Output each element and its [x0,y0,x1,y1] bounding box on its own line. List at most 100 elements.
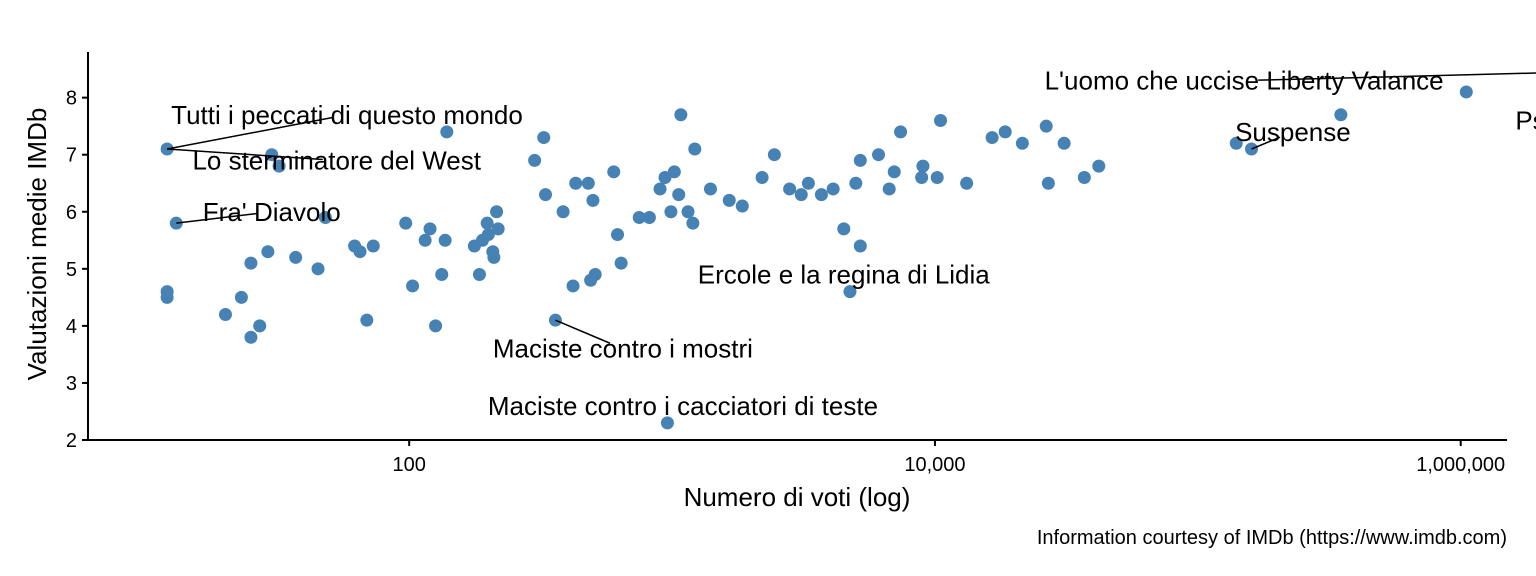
data-point [480,216,494,230]
data-point [438,233,452,247]
data-point [667,165,681,179]
data-point [569,176,583,190]
y-tick-label: 4 [66,316,77,338]
annotations: Tutti i peccati di questo mondo Lo stermi… [166,66,1536,421]
data-point [1229,136,1243,150]
data-point [722,193,736,207]
annotation-label: Maciste contro i cacciatori di teste [488,391,878,421]
data-point [882,182,896,196]
data-point [472,268,486,282]
data-point [1459,85,1473,99]
data-point [423,222,437,236]
data-point [660,416,674,430]
data-point [429,319,443,333]
data-point [837,222,851,236]
data-point [915,171,929,185]
x-axis-title: Numero di voti (log) [684,482,911,512]
data-point [872,148,886,162]
x-tick-label: 1,000,000 [1416,454,1505,476]
data-point [566,279,580,293]
data-point [360,313,374,327]
annotation-label: Lo sterminatore del West [192,145,481,175]
annotation-label: Tutti i peccati di questo mondo [171,100,523,130]
data-point [985,131,999,145]
x-tick-label: 10,000 [904,454,965,476]
data-point [440,125,454,139]
y-axis-title: Valutazioni medie IMDb [22,108,52,381]
data-point [435,268,449,282]
data-point [930,171,944,185]
data-point [614,256,628,270]
data-point [853,153,867,167]
data-point [481,228,495,242]
data-point [1039,119,1053,133]
data-point [632,210,646,224]
data-point [960,176,974,190]
data-point [318,210,332,224]
annotation-leader [176,212,258,224]
data-point [406,279,420,293]
data-point [801,176,815,190]
data-point [767,148,781,162]
data-point [735,199,749,213]
data-point [353,245,367,259]
data-point [289,250,303,264]
data-point [253,319,267,333]
data-point [311,262,325,276]
data-point [674,108,688,122]
data-point [658,171,672,185]
annotation-label: L'uomo che uccise Liberty Valance [1045,66,1444,96]
data-point [814,188,828,202]
data-point [934,113,948,127]
data-point [1092,159,1106,173]
data-point [607,165,621,179]
annotation-label: Fra' Diavolo [203,197,341,227]
data-point [418,233,432,247]
data-point [244,256,258,270]
data-point [642,210,656,224]
y-tick-label: 8 [66,88,77,110]
annotation-label: Suspense [1235,117,1351,147]
data-point [265,148,279,162]
data-point [491,222,505,236]
data-point [916,159,930,173]
data-point [261,245,275,259]
axis-ticks: 2 3 4 5 6 7 8 100 10,000 1,000,000 [66,88,1505,476]
y-tick-label: 5 [66,259,77,281]
annotation-label: Maciste contro i mostri [493,334,753,364]
data-point [490,205,504,219]
data-point [686,216,700,230]
annotation-label: Ercole e la regina di Lidia [698,260,990,290]
data-point [218,307,232,321]
annotation-leader [1251,136,1281,150]
data-point [703,182,717,196]
data-point [234,290,248,304]
annotation-leader [167,148,323,161]
x-tick-label: 100 [393,454,426,476]
data-point [586,193,600,207]
y-tick-label: 7 [66,145,77,167]
data-point [664,205,678,219]
data-point [537,131,551,145]
data-point [556,205,570,219]
data-point [672,188,686,202]
data-point [366,239,380,253]
y-tick-label: 6 [66,202,77,224]
data-point [894,125,908,139]
data-point [487,250,501,264]
data-point [610,228,624,242]
data-point [1015,136,1029,150]
data-point [853,239,867,253]
data-point [1334,108,1348,122]
data-point [272,159,286,173]
data-point [755,171,769,185]
data-point [794,188,808,202]
annotation-label: Psyco [1515,105,1536,135]
annotation-leader [1258,72,1536,81]
data-point [160,290,174,304]
data-point [581,176,595,190]
data-point [653,182,667,196]
data-point [1077,171,1091,185]
data-point [1041,176,1055,190]
data-point [244,330,258,344]
